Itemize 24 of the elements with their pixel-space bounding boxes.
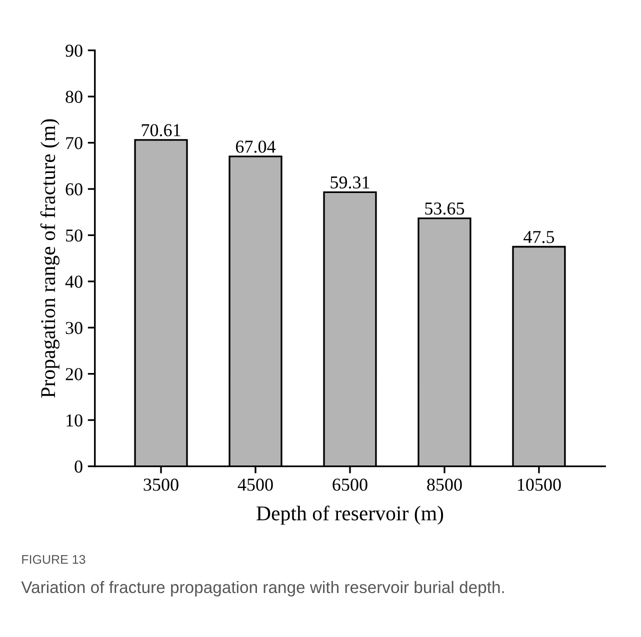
text: Variation of fracture propagation range with reservoir burial depth. [21, 580, 504, 596]
x-tick-label: 4500 [238, 478, 273, 491]
data-label: 47.5 [524, 231, 554, 244]
data-label: 53.65 [425, 202, 464, 215]
y-tick-label: 30 [66, 322, 82, 334]
x-axis-title: Depth of reservoir (m) [256, 506, 444, 525]
x-tick-label: 3500 [144, 478, 178, 491]
y-tick-label: 40 [65, 276, 82, 288]
x-tick-label: 8500 [427, 478, 462, 491]
data-label: 70.61 [142, 124, 180, 136]
data-label: 67.04 [236, 140, 276, 153]
y-tick-label: 20 [66, 368, 82, 380]
y-tick-label: 0 [74, 460, 82, 473]
data-label: 59.31 [330, 176, 370, 189]
x-tick-label: 6500 [332, 478, 368, 491]
y-tick-label: 60 [66, 183, 82, 196]
y-tick-label: 10 [66, 414, 82, 427]
y-tick-label: 80 [66, 90, 82, 103]
y-tick-label: 50 [66, 229, 82, 242]
y-tick-label: 70 [66, 137, 82, 150]
y-tick-label: 90 [66, 44, 82, 57]
caption: FIGURE 13 [22, 555, 86, 564]
y-axis-title: Propagation range of fracture (m) [40, 119, 60, 398]
x-tick-label: 10500 [518, 478, 561, 491]
